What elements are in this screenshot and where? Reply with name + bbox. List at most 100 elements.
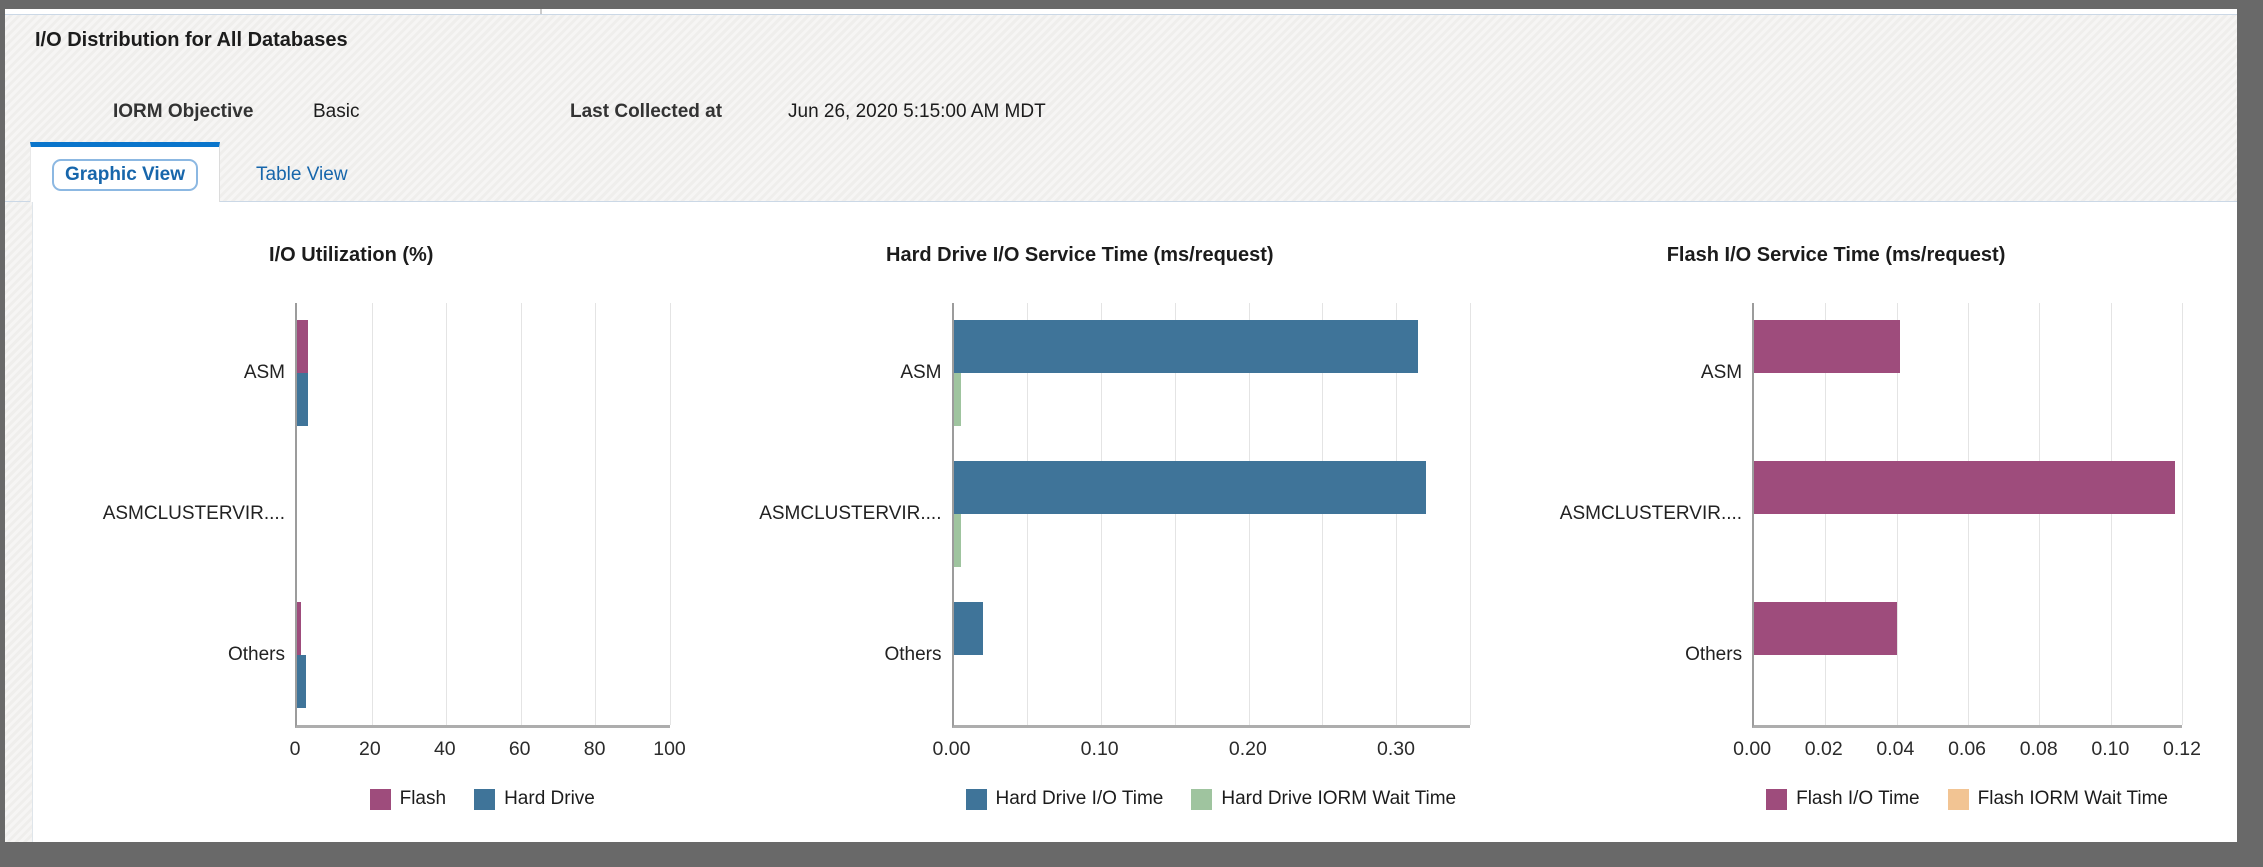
tab-table-view-label: Table View xyxy=(256,163,348,185)
chart-hard-drive-i-o-service-time-ms-request: Hard Drive I/O Service Time (ms/request)… xyxy=(690,202,1491,842)
x-axis: 0.00 0.02 0.04 0.06 0.08 0.10 0.12 xyxy=(1733,738,2201,766)
gridline xyxy=(2182,303,2183,725)
legend: Hard Drive I/O Time Hard Drive IORM Wait … xyxy=(952,788,1471,810)
chart-title: Hard Drive I/O Service Time (ms/request) xyxy=(886,244,1274,266)
legend-item: Hard Drive I/O Time xyxy=(965,788,1164,810)
legend-item: Flash IORM Wait Time xyxy=(1947,788,2168,810)
legend-swatch xyxy=(1191,788,1213,810)
last-collected-value: Jun 26, 2020 5:15:00 AM MDT xyxy=(788,101,1046,122)
gridline xyxy=(1174,303,1176,725)
chart-i-o-utilization: I/O Utilization (%) ASM ASMCLUSTERVIR.... O… xyxy=(33,202,690,842)
category-label: Others xyxy=(1685,643,1743,665)
gridline xyxy=(2039,303,2041,725)
tab-graphic-view-label: Graphic View xyxy=(51,158,199,191)
x-tick-label: 0.04 xyxy=(1876,738,1915,760)
legend-item: Hard Drive IORM Wait Time xyxy=(1191,788,1456,810)
chart-title: I/O Utilization (%) xyxy=(269,244,434,266)
x-tick-label: 40 xyxy=(433,738,456,760)
x-tick-label: 0.30 xyxy=(1377,738,1415,760)
legend: Flash Hard Drive xyxy=(295,788,670,810)
iorm-objective-value: Basic xyxy=(313,101,360,122)
legend-label: Hard Drive IORM Wait Time xyxy=(1221,788,1457,809)
gridline xyxy=(1825,303,1827,725)
category-labels: ASM ASMCLUSTERVIR.... Others xyxy=(33,303,295,725)
category-labels: ASM ASMCLUSTERVIR.... Others xyxy=(1490,303,1752,725)
legend-item: Flash xyxy=(369,788,447,810)
view-tabs: Graphic View Table View xyxy=(30,142,384,202)
legend-label: Flash IORM Wait Time xyxy=(1977,788,2168,809)
bar-flash-asm[interactable] xyxy=(297,320,309,374)
bar-flash-i-o-time-others[interactable] xyxy=(1754,601,1897,655)
gridline xyxy=(2110,303,2112,725)
plot-area xyxy=(1752,303,2183,728)
x-tick-label: 0.02 xyxy=(1804,738,1843,760)
section-divider xyxy=(540,9,542,14)
x-axis: 0.00 0.10 0.20 0.30 xyxy=(933,738,1471,766)
x-tick-label: 0.10 xyxy=(1080,738,1119,760)
x-axis: 0 20 40 60 80 100 xyxy=(290,738,686,766)
x-tick-label: 0.00 xyxy=(932,738,971,760)
category-label: ASMCLUSTERVIR.... xyxy=(1559,503,1743,524)
legend: Flash I/O Time Flash IORM Wait Time xyxy=(1752,788,2182,810)
bar-hard-drive-i-o-time-others[interactable] xyxy=(953,601,984,655)
plot-area xyxy=(295,303,671,728)
x-tick-label: 100 xyxy=(653,738,686,760)
bar-flash-others[interactable] xyxy=(297,601,301,655)
bar-hard-drive-i-o-time-asmclustervir[interactable] xyxy=(953,461,1426,514)
tab-content: I/O Utilization (%) ASM ASMCLUSTERVIR.... O… xyxy=(5,202,2237,842)
gridline xyxy=(1027,303,1029,725)
legend-item: Hard Drive xyxy=(474,788,595,810)
category-label: ASM xyxy=(243,362,285,384)
gridline xyxy=(1968,303,1970,725)
category-label: ASM xyxy=(1700,362,1743,384)
header-panel: I/O Distribution for All Databases IORM … xyxy=(5,14,2237,202)
bar-hard-drive-asm[interactable] xyxy=(297,373,309,427)
charts-area: I/O Utilization (%) ASM ASMCLUSTERVIR.... O… xyxy=(33,202,2237,842)
bar-flash-i-o-time-asmclustervir[interactable] xyxy=(1754,461,2175,514)
x-tick-label: 80 xyxy=(583,738,606,760)
gridline xyxy=(669,303,671,725)
iorm-objective-label: IORM Objective xyxy=(113,101,254,122)
chart-title: Flash I/O Service Time (ms/request) xyxy=(1666,244,2006,266)
gridline xyxy=(520,303,522,725)
legend-label: Hard Drive I/O Time xyxy=(995,788,1164,809)
gridline xyxy=(1248,303,1250,725)
legend-swatch xyxy=(369,788,391,810)
legend-item: Flash I/O Time xyxy=(1766,788,1920,810)
gridline xyxy=(1470,303,1472,725)
x-tick-label: 0.00 xyxy=(1733,738,1772,760)
category-label: Others xyxy=(227,643,285,665)
x-tick-label: 0.10 xyxy=(2091,738,2130,760)
category-labels: ASM ASMCLUSTERVIR.... Others xyxy=(690,303,952,725)
legend-swatch xyxy=(1766,788,1788,810)
legend-label: Flash xyxy=(399,788,447,809)
category-label: Others xyxy=(884,643,942,665)
category-label: ASM xyxy=(900,362,942,384)
x-tick-label: 0.06 xyxy=(1948,738,1987,760)
category-label: ASMCLUSTERVIR.... xyxy=(759,503,942,524)
tab-graphic-view[interactable]: Graphic View xyxy=(30,142,220,202)
legend-swatch xyxy=(965,788,987,810)
page-title: I/O Distribution for All Databases xyxy=(35,29,348,51)
bar-hard-drive-iorm-wait-time-asmclustervir[interactable] xyxy=(953,514,961,567)
bar-flash-i-o-time-asm[interactable] xyxy=(1754,320,1901,374)
last-collected-label: Last Collected at xyxy=(570,101,723,122)
bar-hard-drive-others[interactable] xyxy=(297,654,307,708)
chart-flash-i-o-service-time-ms-request: Flash I/O Service Time (ms/request) ASM AS… xyxy=(1490,202,2237,842)
x-tick-label: 0.20 xyxy=(1228,738,1267,760)
previous-section-edge xyxy=(5,9,2237,14)
bar-hard-drive-i-o-time-asm[interactable] xyxy=(953,320,1419,374)
tab-table-view[interactable]: Table View xyxy=(220,142,384,202)
bar-hard-drive-iorm-wait-time-asm[interactable] xyxy=(953,373,961,427)
gridline xyxy=(1322,303,1324,725)
gridline xyxy=(1396,303,1398,725)
gridline xyxy=(1101,303,1103,725)
gridline xyxy=(1896,303,1898,725)
legend-label: Flash I/O Time xyxy=(1796,788,1920,809)
legend-swatch xyxy=(1947,788,1969,810)
x-tick-label: 0 xyxy=(289,738,301,760)
gridline xyxy=(595,303,596,725)
left-gutter xyxy=(5,202,33,842)
legend-swatch xyxy=(474,788,496,810)
